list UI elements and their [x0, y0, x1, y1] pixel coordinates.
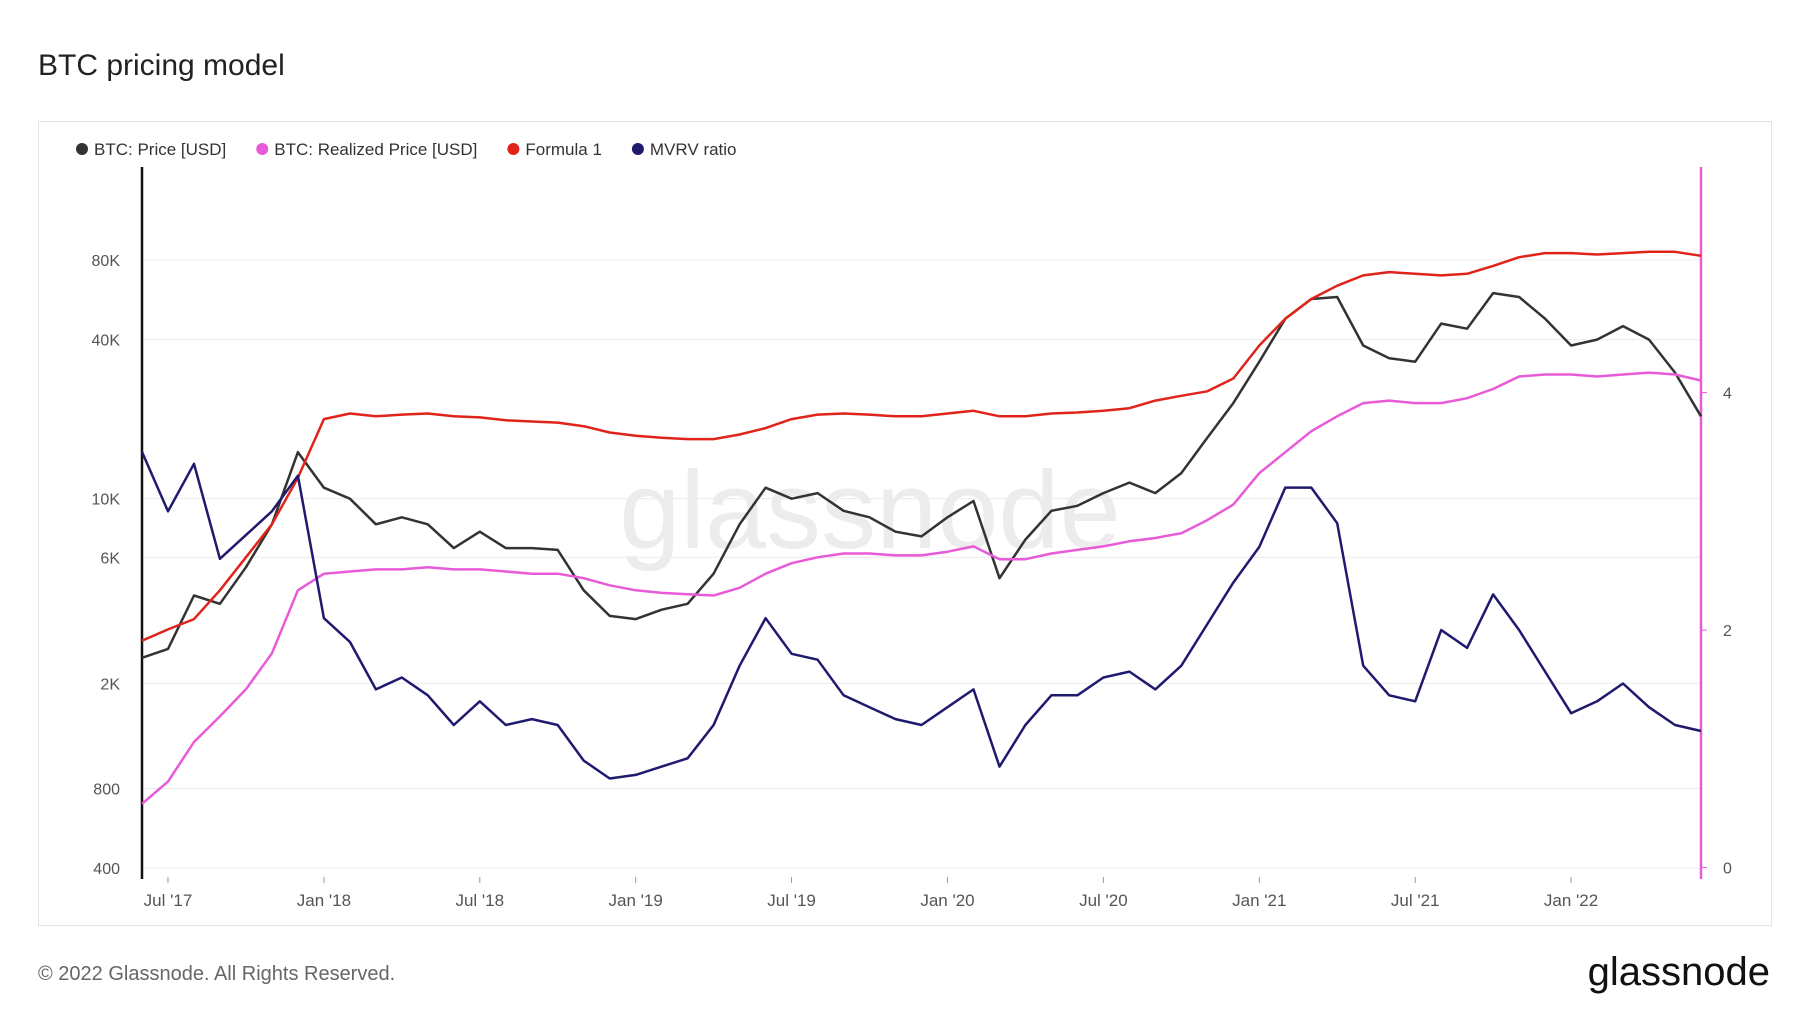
x-tick-label: Jan '19: [609, 891, 663, 910]
y-tick-label: 2K: [100, 676, 120, 693]
legend-marker: [76, 143, 88, 155]
legend-label: BTC: Realized Price [USD]: [274, 140, 477, 159]
series-line: [140, 451, 1702, 780]
watermark: glassnode: [619, 449, 1121, 572]
y-tick-label: 6K: [100, 550, 120, 567]
legend-label: BTC: Price [USD]: [94, 140, 226, 159]
y-tick-label: 40K: [92, 333, 121, 350]
x-tick-label: Jan '22: [1544, 891, 1598, 910]
x-tick-label: Jul '21: [1391, 891, 1440, 910]
legend-marker: [507, 143, 520, 155]
page-title: BTC pricing model: [38, 49, 285, 82]
y-tick-label: 80K: [92, 253, 121, 270]
series-line: [141, 250, 1702, 642]
legend-label: Formula 1: [525, 140, 602, 159]
x-tick-label: Jan '21: [1232, 891, 1286, 910]
chart-frame: [38, 121, 1772, 926]
y2-tick-label: 4: [1723, 386, 1732, 403]
logo: glassnode: [1588, 950, 1770, 994]
y2-tick-label: 0: [1723, 861, 1732, 878]
series-line: [141, 291, 1703, 659]
x-tick-label: Jul '20: [1079, 891, 1128, 910]
legend-marker: [256, 143, 269, 155]
x-tick-label: Jan '20: [920, 891, 974, 910]
x-tick-label: Jul '18: [455, 891, 504, 910]
y-tick-label: 800: [93, 782, 120, 799]
legend-label: MVRV ratio: [650, 140, 737, 159]
x-tick-label: Jul '19: [767, 891, 816, 910]
x-tick-label: Jan '18: [297, 891, 351, 910]
y2-tick-label: 2: [1723, 623, 1732, 640]
y-tick-label: 400: [93, 861, 120, 878]
series-line: [141, 371, 1702, 805]
x-tick-label: Jul '17: [144, 891, 193, 910]
footer: © 2022 Glassnode. All Rights Reserved.: [38, 963, 395, 985]
legend-marker: [631, 143, 644, 155]
y-tick-label: 10K: [92, 492, 121, 509]
